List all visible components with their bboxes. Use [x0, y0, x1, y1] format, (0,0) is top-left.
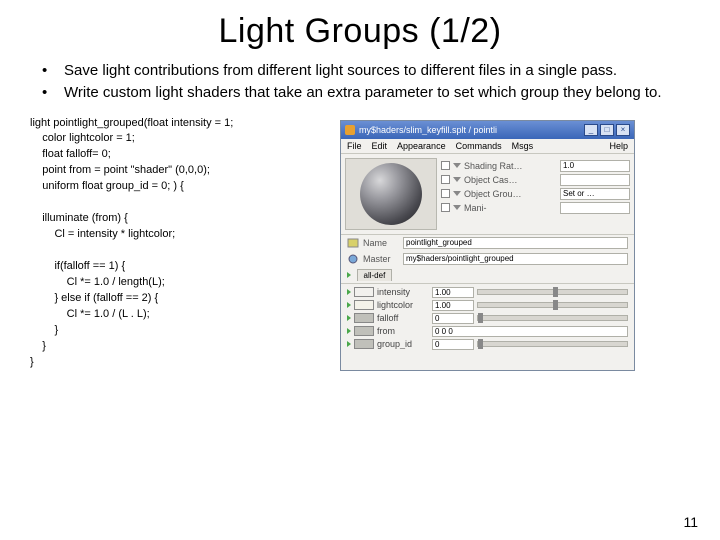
code-block: light pointlight_grouped(float intensity… — [30, 116, 330, 371]
titlebar[interactable]: my$haders/slim_keyfill.splt / pointli _ … — [341, 121, 634, 139]
chevron-down-icon[interactable] — [453, 205, 461, 210]
property-field[interactable]: Set or … — [560, 188, 630, 200]
param-label: group_id — [377, 339, 429, 349]
property-field[interactable] — [560, 202, 630, 214]
window-title: my$haders/slim_keyfill.splt / pointli — [359, 125, 497, 135]
checkbox[interactable] — [441, 203, 450, 212]
property-field[interactable]: 1.0 — [560, 160, 630, 172]
slider-thumb[interactable] — [553, 300, 558, 310]
arrow-right-icon[interactable] — [347, 328, 351, 334]
chevron-down-icon[interactable] — [453, 163, 461, 168]
arrow-right-icon — [347, 272, 351, 278]
param-row: lightcolor 1.00 — [347, 300, 628, 311]
arrow-right-icon[interactable] — [347, 315, 351, 321]
arrow-right-icon[interactable] — [347, 289, 351, 295]
parameter-list: intensity 1.00 lightcolor 1.00 falloff 0 — [341, 284, 634, 353]
property-row: Object Grou… Set or … — [441, 188, 630, 200]
master-icon — [347, 253, 359, 265]
param-row: falloff 0 — [347, 313, 628, 324]
content-row: light pointlight_grouped(float intensity… — [30, 116, 690, 371]
info-row: Master my$haders/pointlight_grouped — [341, 251, 634, 267]
bullet-text: Save light contributions from different … — [64, 61, 690, 81]
param-label: lightcolor — [377, 300, 429, 310]
menu-appearance[interactable]: Appearance — [397, 141, 446, 151]
param-field[interactable]: 1.00 — [432, 287, 474, 298]
chevron-down-icon[interactable] — [453, 177, 461, 182]
param-field[interactable]: 0 0 0 — [432, 326, 628, 337]
menu-file[interactable]: File — [347, 141, 362, 151]
property-label: Mani- — [464, 203, 557, 213]
shader-editor-window: my$haders/slim_keyfill.splt / pointli _ … — [340, 120, 635, 371]
slide: Light Groups (1/2) • Save light contribu… — [0, 0, 720, 540]
bullet-item: • Write custom light shaders that take a… — [38, 83, 690, 103]
slide-title: Light Groups (1/2) — [30, 12, 690, 51]
param-row: group_id 0 — [347, 339, 628, 350]
minimize-button[interactable]: _ — [584, 124, 598, 136]
menu-edit[interactable]: Edit — [372, 141, 388, 151]
menu-msgs[interactable]: Msgs — [512, 141, 534, 151]
slider[interactable] — [477, 315, 628, 321]
shader-preview[interactable] — [345, 158, 437, 230]
color-swatch[interactable] — [354, 326, 374, 336]
name-field[interactable]: pointlight_grouped — [403, 237, 628, 249]
info-label: Master — [363, 254, 399, 264]
param-label: from — [377, 326, 429, 336]
info-label: Name — [363, 238, 399, 248]
property-field[interactable] — [560, 174, 630, 186]
property-label: Object Cas… — [464, 175, 557, 185]
param-field[interactable]: 0 — [432, 339, 474, 350]
slider[interactable] — [477, 341, 628, 347]
property-list: Shading Rat… 1.0 Object Cas… Object Grou… — [441, 158, 630, 230]
property-row: Mani- — [441, 202, 630, 214]
maximize-button[interactable]: □ — [600, 124, 614, 136]
bullet-text: Write custom light shaders that take an … — [64, 83, 690, 103]
slider-thumb[interactable] — [478, 313, 483, 323]
bullet-list: • Save light contributions from differen… — [38, 61, 690, 104]
property-label: Object Grou… — [464, 189, 557, 199]
color-swatch[interactable] — [354, 339, 374, 349]
color-swatch[interactable] — [354, 300, 374, 310]
page-number: 11 — [683, 514, 698, 530]
app-icon — [345, 125, 355, 135]
slider[interactable] — [477, 302, 628, 308]
close-button[interactable]: × — [616, 124, 630, 136]
tab-row: all-def — [341, 267, 634, 284]
chevron-down-icon[interactable] — [453, 191, 461, 196]
bullet-dot: • — [38, 61, 64, 81]
property-label: Shading Rat… — [464, 161, 557, 171]
param-field[interactable]: 1.00 — [432, 300, 474, 311]
bullet-item: • Save light contributions from differen… — [38, 61, 690, 81]
menubar: File Edit Appearance Commands Msgs Help — [341, 139, 634, 154]
name-icon — [347, 237, 359, 249]
preview-row: Shading Rat… 1.0 Object Cas… Object Grou… — [341, 154, 634, 235]
arrow-right-icon[interactable] — [347, 341, 351, 347]
menu-help[interactable]: Help — [609, 141, 628, 151]
param-row: from 0 0 0 — [347, 326, 628, 337]
master-field[interactable]: my$haders/pointlight_grouped — [403, 253, 628, 265]
checkbox[interactable] — [441, 175, 450, 184]
arrow-right-icon[interactable] — [347, 302, 351, 308]
property-row: Object Cas… — [441, 174, 630, 186]
checkbox[interactable] — [441, 189, 450, 198]
param-label: falloff — [377, 313, 429, 323]
tab-all-def[interactable]: all-def — [357, 269, 393, 281]
bullet-dot: • — [38, 83, 64, 103]
slider-thumb[interactable] — [478, 339, 483, 349]
menu-commands[interactable]: Commands — [456, 141, 502, 151]
info-row: Name pointlight_grouped — [341, 235, 634, 251]
property-row: Shading Rat… 1.0 — [441, 160, 630, 172]
checkbox[interactable] — [441, 161, 450, 170]
param-label: intensity — [377, 287, 429, 297]
slider-thumb[interactable] — [553, 287, 558, 297]
window-controls: _ □ × — [584, 124, 630, 136]
slider[interactable] — [477, 289, 628, 295]
color-swatch[interactable] — [354, 313, 374, 323]
param-field[interactable]: 0 — [432, 313, 474, 324]
param-row: intensity 1.00 — [347, 287, 628, 298]
preview-sphere — [360, 163, 422, 225]
color-swatch[interactable] — [354, 287, 374, 297]
